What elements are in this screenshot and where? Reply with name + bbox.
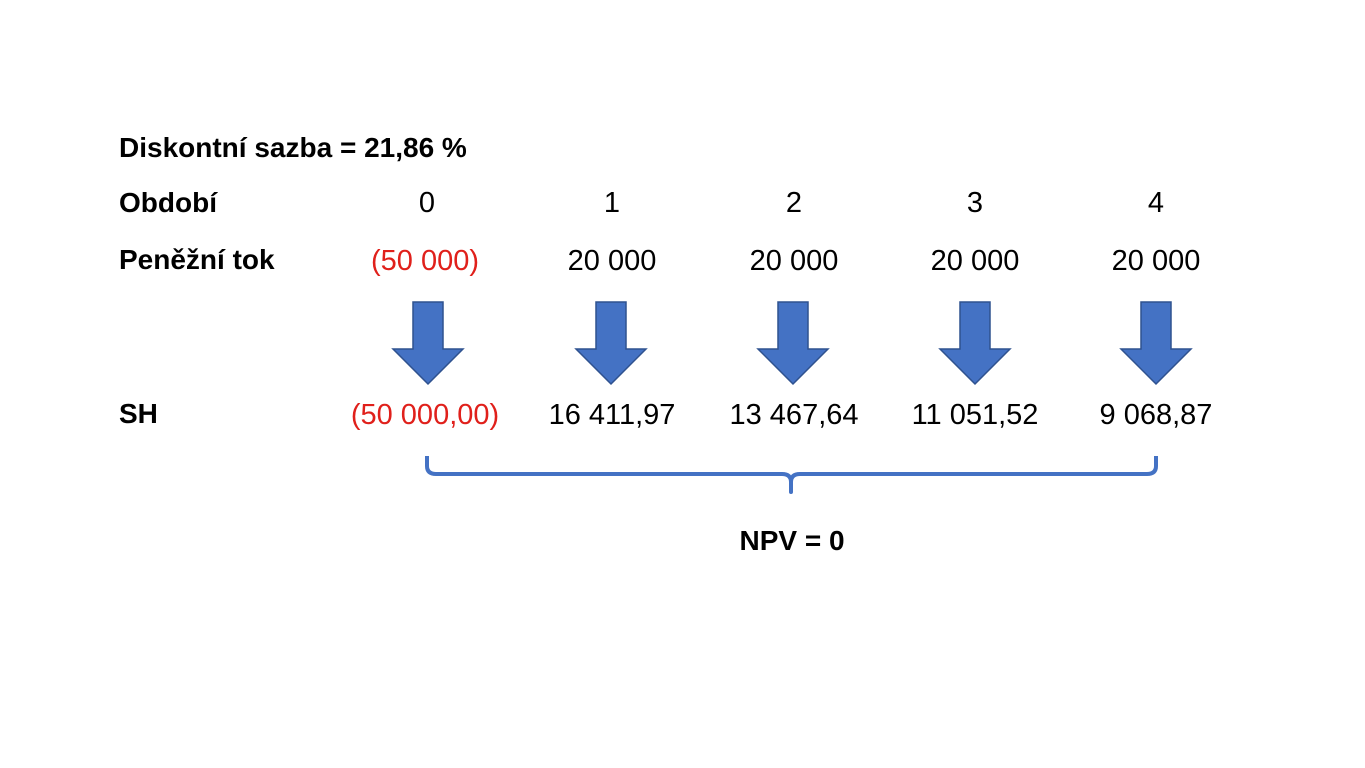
arrow-down-icon bbox=[574, 301, 648, 386]
cash-flow-1: 20 000 bbox=[567, 245, 657, 277]
period-4: 4 bbox=[1147, 187, 1165, 219]
arrow-down-icon bbox=[391, 301, 465, 386]
cash-flow-0: (50 000) bbox=[370, 245, 480, 277]
cash-flow-4: 20 000 bbox=[1111, 245, 1201, 277]
cash-flow-row-label: Peněžní tok bbox=[119, 244, 275, 275]
pv-3: 11 051,52 bbox=[911, 399, 1039, 431]
period-row-label: Období bbox=[119, 187, 217, 218]
pv-4: 9 068,87 bbox=[1099, 399, 1213, 431]
cash-flow-3: 20 000 bbox=[930, 245, 1020, 277]
npv-label: NPV = 0 bbox=[739, 525, 845, 556]
pv-2: 13 467,64 bbox=[729, 399, 859, 431]
arrow-down-icon bbox=[938, 301, 1012, 386]
period-2: 2 bbox=[785, 187, 803, 219]
arrow-down-icon bbox=[1119, 301, 1193, 386]
arrow-down-icon bbox=[756, 301, 830, 386]
discount-rate-label: Diskontní sazba = 21,86 % bbox=[119, 132, 467, 163]
pv-1: 16 411,97 bbox=[548, 399, 676, 431]
period-0: 0 bbox=[418, 187, 436, 219]
period-3: 3 bbox=[966, 187, 984, 219]
cash-flow-2: 20 000 bbox=[749, 245, 839, 277]
pv-0: (50 000,00) bbox=[350, 399, 500, 431]
pv-row-label: SH bbox=[119, 398, 158, 429]
period-1: 1 bbox=[603, 187, 621, 219]
